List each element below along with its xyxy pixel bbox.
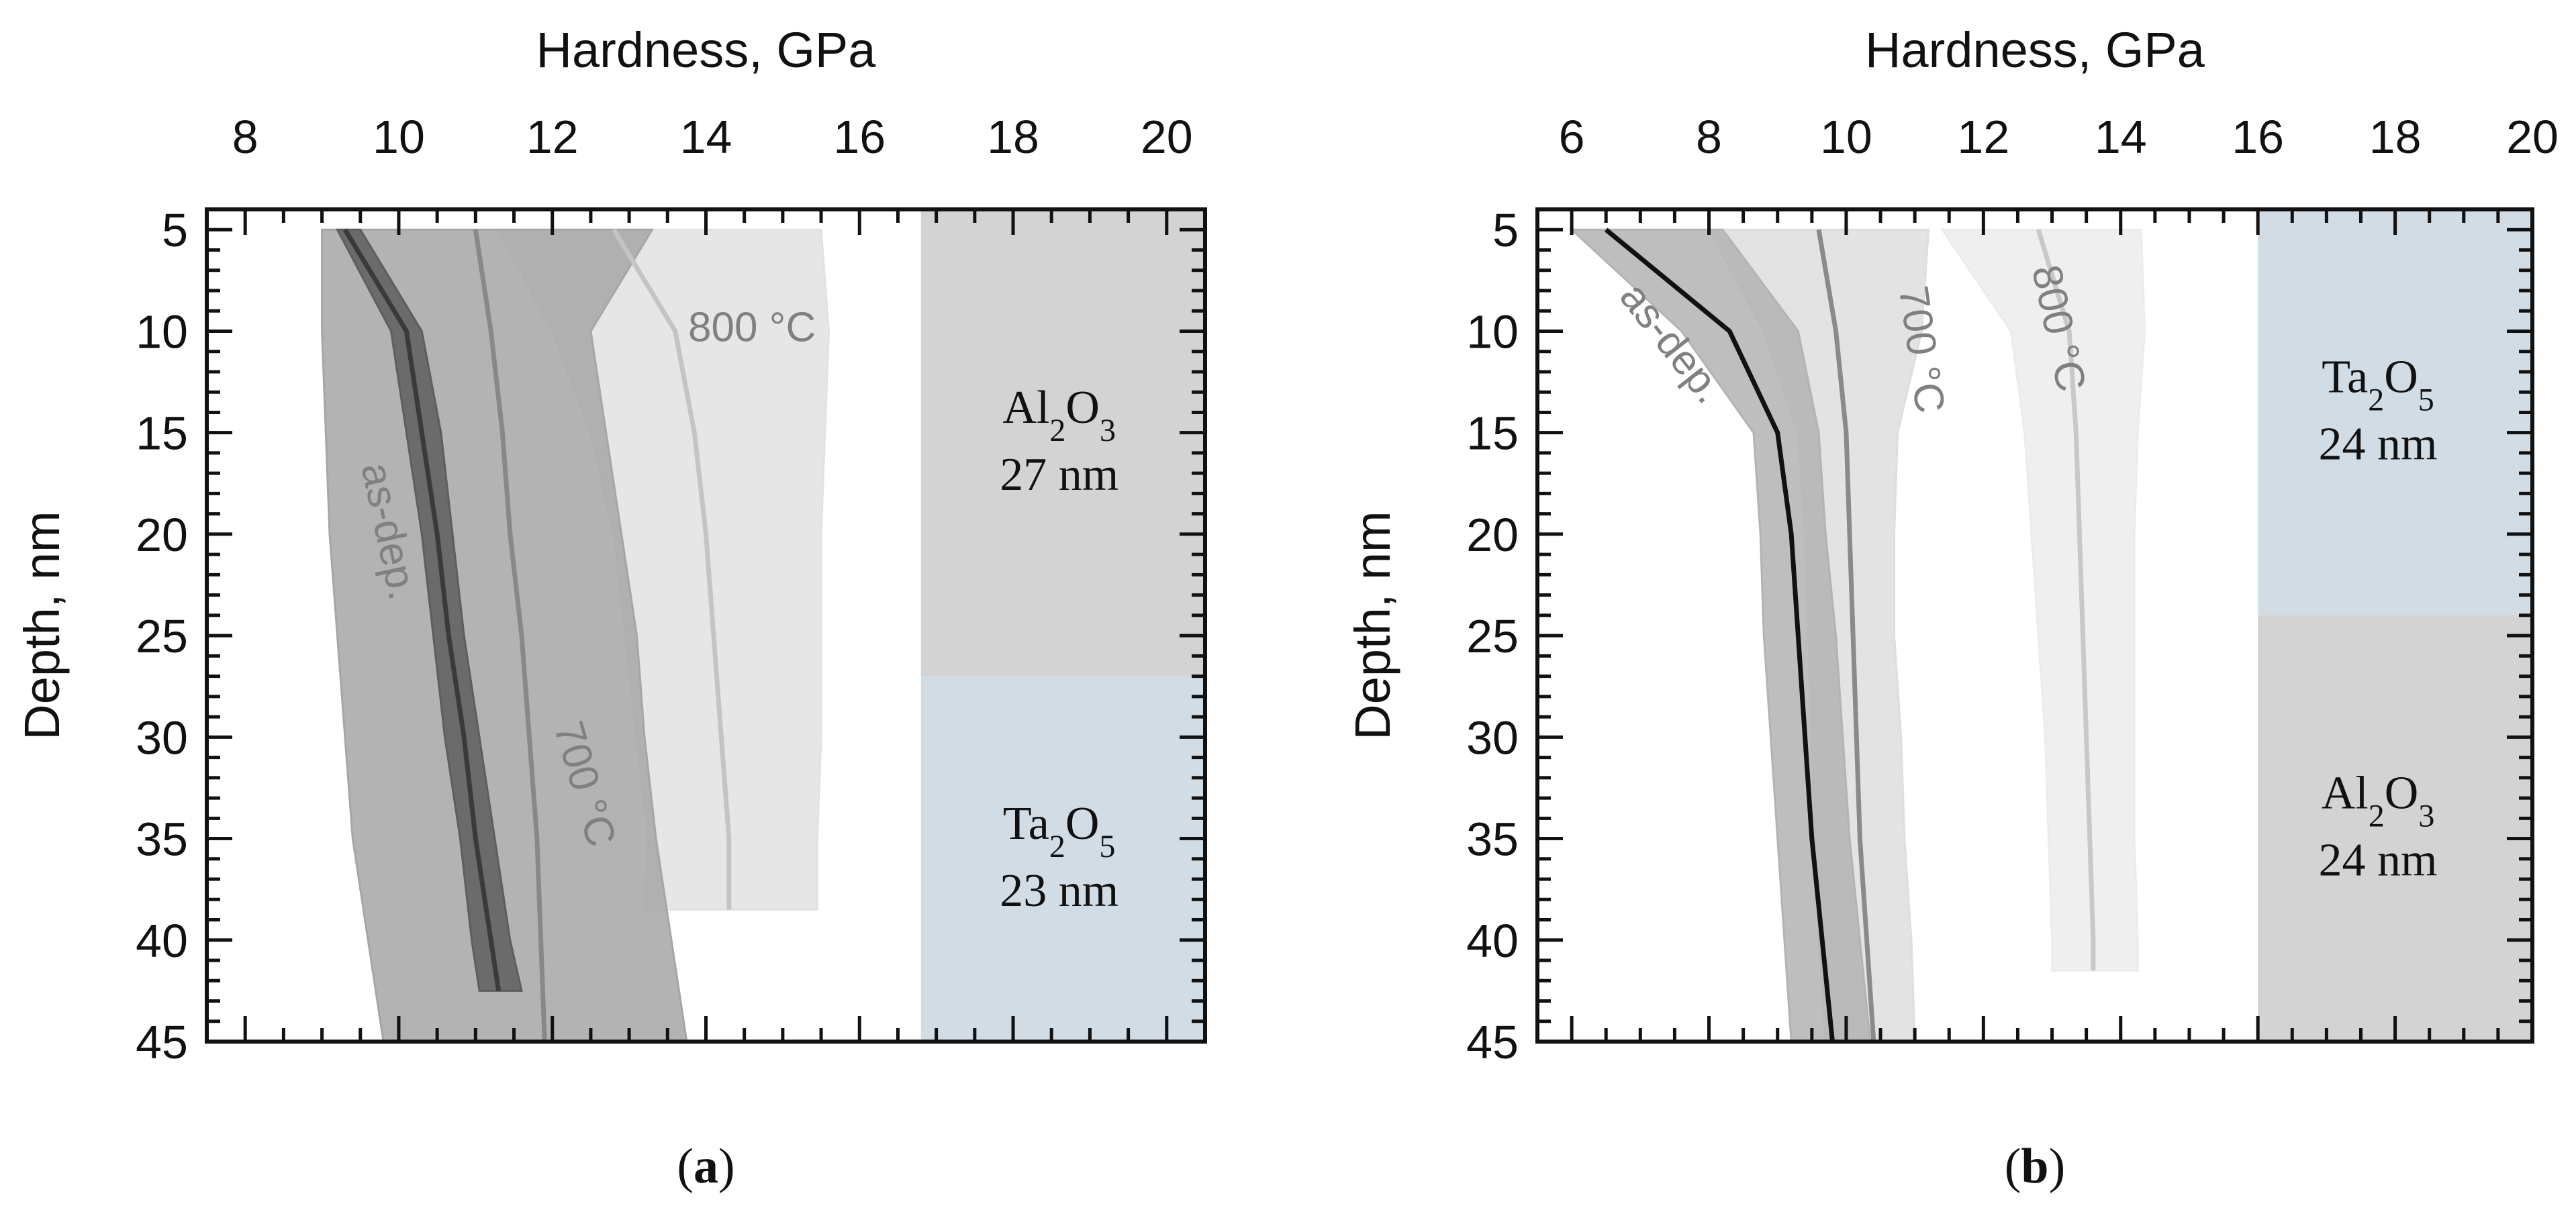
layer-thickness-1: 24 nm [2319,834,2438,886]
y-tick-label-4: 25 [1466,610,1519,662]
x-tick-label-0: 6 [1559,111,1585,163]
y-tick-label-3: 20 [1466,509,1519,561]
layer-label-1: Ta2O5 [1003,798,1116,864]
y-tick-label-7: 40 [136,915,188,967]
layer-region-1 [2258,615,2532,1042]
y-tick-label-5: 30 [1466,711,1519,764]
plot-frame [1535,207,2534,1044]
series-line-1 [1816,229,1876,1042]
series-line-0 [1604,228,1835,1042]
series-line-0 [342,228,502,991]
y-tick-label-7: 40 [1466,915,1519,967]
y-axis-title: Depth, nm [14,511,70,740]
panel-caption: (b) [2005,1139,2065,1194]
lines-a [342,228,732,1042]
x-tick-label-6: 18 [2369,111,2422,163]
x-tick-label-6: 20 [1141,111,1193,163]
layer-thickness-0: 24 nm [2319,418,2438,470]
x-tick-label-3: 14 [680,111,732,163]
y-tick-label-6: 35 [136,813,188,866]
y-tick-label-0: 5 [162,204,188,256]
x-axis-title: Hardness, GPa [536,22,877,78]
y-tick-label-8: 45 [1466,1016,1519,1068]
band-2 [1940,228,2146,972]
x-axis-title: Hardness, GPa [1865,22,2205,78]
layer-thickness-0: 27 nm [1000,449,1118,501]
y-tick-label-2: 15 [1466,407,1519,460]
band-0 [335,228,523,992]
series-line-2 [2036,229,2096,971]
x-tick-label-1: 10 [373,111,425,163]
x-tick-label-5: 16 [2232,111,2284,163]
y-tick-label-0: 5 [1492,204,1519,256]
x-tick-label-3: 12 [1957,111,2009,163]
x-tick-label-1: 8 [1696,111,1722,163]
x-tick-label-0: 8 [232,111,258,163]
x-tick-label-4: 16 [833,111,886,163]
layer-region-0 [2258,209,2532,615]
x-tick-label-2: 10 [1820,111,1872,163]
y-tick-label-8: 45 [136,1016,188,1068]
y-axis-title: Depth, nm [1345,511,1400,740]
y-tick-label-1: 10 [1466,305,1519,358]
panel-caption: (a) [677,1139,734,1194]
x-tick-label-4: 14 [2095,111,2147,163]
layer-region-0 [920,209,1205,676]
layer-region-1 [920,676,1205,1042]
annotation-2: 800 °C [688,305,816,351]
layer-thickness-1: 23 nm [1000,865,1118,917]
lines-b [1604,228,2096,1042]
axes-a: 8 10 12 14 16 18 20 5 10 15 20 25 30 35 40 45 Hardness, … [14,22,1207,1194]
layer-rects-a [920,209,1205,1042]
y-tick-label-1: 10 [136,305,188,358]
x-tick-label-7: 20 [2506,111,2559,163]
y-tick-label-5: 30 [136,711,188,764]
x-tick-label-5: 18 [987,111,1039,163]
bands-a [321,228,830,1043]
layer-label-0: Ta2O5 [2322,351,2434,417]
layer-rects-b [2258,209,2532,1042]
y-tick-label-3: 20 [136,509,188,561]
axes-b: 6 8 10 12 14 16 18 20 5 10 15 20 25 30 35 40 45 Hardness,… [1345,22,2559,1194]
x-tick-label-2: 12 [526,111,579,163]
series-line-1 [473,229,547,1042]
layer-label-1: Al2O3 [2322,767,2435,834]
y-tick-label-6: 35 [1466,813,1519,866]
layer-label-0: Al2O3 [1002,382,1116,448]
series-line-2 [612,228,732,910]
y-tick-label-4: 25 [136,610,188,662]
bands-b [1569,228,2146,1043]
y-tick-label-2: 15 [136,407,188,460]
